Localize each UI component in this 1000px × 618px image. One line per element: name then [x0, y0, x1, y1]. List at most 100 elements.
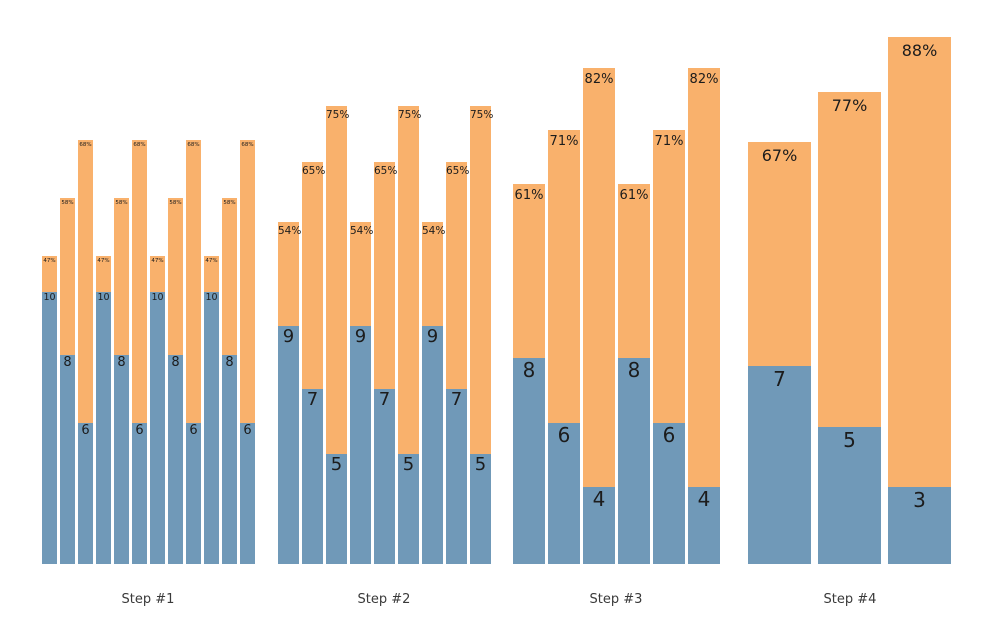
bar-blue-segment: 5 [326, 454, 347, 564]
bar-pct-label: 47% [151, 258, 164, 264]
bar-pct-label: 67% [761, 146, 798, 165]
bar-value-label: 5 [474, 454, 487, 475]
bar-orange-segment: 65% [374, 162, 398, 389]
bar-value-label: 4 [697, 487, 711, 511]
bar-pct-label: 54% [422, 225, 446, 237]
bar-value-label: 10 [205, 292, 218, 303]
bar-blue-segment: 10 [150, 292, 165, 564]
bar-blue-segment: 8 [618, 358, 650, 564]
bar-pct-label: 68% [133, 142, 146, 148]
bar-orange-segment: 58% [114, 198, 129, 355]
bar-value-label: 7 [773, 367, 786, 391]
bar-blue-segment: 6 [132, 423, 147, 564]
bar-pct-label: 58% [169, 200, 182, 206]
bar-pct-label: 75% [398, 109, 422, 121]
bar-value-label: 9 [426, 326, 439, 347]
bar-blue-segment: 7 [748, 366, 811, 564]
bar-pct-label: 58% [61, 200, 74, 206]
bar-blue-segment: 6 [240, 423, 255, 564]
bar-orange-segment: 54% [422, 222, 446, 326]
bar-pct-label: 68% [187, 142, 200, 148]
bar-value-label: 6 [189, 423, 198, 438]
bar-value-label: 8 [627, 358, 641, 382]
bar-orange-segment: 71% [653, 130, 685, 423]
bar-value-label: 10 [151, 292, 164, 303]
bar-orange-segment: 68% [132, 140, 147, 423]
bar-orange-segment: 82% [688, 68, 720, 487]
bar-pct-label: 61% [514, 188, 544, 203]
bar-orange-segment: 58% [168, 198, 183, 355]
bar-value-label: 5 [330, 454, 343, 475]
bar-value-label: 5 [402, 454, 415, 475]
bar-value-label: 7 [378, 389, 391, 410]
bar-blue-segment: 8 [60, 355, 75, 564]
bar-value-label: 8 [171, 355, 180, 370]
bar-blue-segment: 6 [548, 423, 580, 564]
bar-blue-segment: 8 [222, 355, 237, 564]
bar-orange-segment: 88% [888, 37, 951, 487]
bar-orange-segment: 67% [748, 142, 811, 366]
bar-pct-label: 82% [584, 72, 614, 87]
bar-blue-segment: 10 [204, 292, 219, 564]
bar-orange-segment: 47% [96, 256, 111, 292]
bar-orange-segment: 68% [186, 140, 201, 423]
bar-value-label: 7 [450, 389, 463, 410]
bar-value-label: 6 [81, 423, 90, 438]
bar-value-label: 5 [843, 428, 856, 452]
bar-pct-label: 65% [374, 165, 398, 177]
bar-value-label: 8 [225, 355, 234, 370]
bar-pct-label: 65% [302, 165, 326, 177]
x-axis-label-step-2: Step #2 [357, 592, 411, 607]
bar-pct-label: 88% [901, 41, 938, 60]
bar-value-label: 9 [354, 326, 367, 347]
bar-value-label: 7 [306, 389, 319, 410]
bar-orange-segment: 77% [818, 92, 881, 427]
bar-blue-segment: 8 [513, 358, 545, 564]
bar-blue-segment: 3 [888, 487, 951, 564]
bar-pct-label: 71% [549, 134, 579, 149]
bar-pct-label: 61% [619, 188, 649, 203]
bar-blue-segment: 5 [398, 454, 419, 564]
bar-blue-segment: 8 [114, 355, 129, 564]
bar-blue-segment: 6 [78, 423, 93, 564]
bar-blue-segment: 8 [168, 355, 183, 564]
bar-pct-label: 47% [205, 258, 218, 264]
bar-blue-segment: 7 [302, 389, 323, 564]
bar-blue-segment: 5 [818, 427, 881, 564]
bar-value-label: 6 [243, 423, 252, 438]
bar-pct-label: 75% [470, 109, 494, 121]
bar-blue-segment: 7 [446, 389, 467, 564]
bar-pct-label: 82% [689, 72, 719, 87]
bar-orange-segment: 68% [78, 140, 93, 423]
bar-pct-label: 77% [831, 96, 868, 115]
bar-blue-segment: 4 [583, 487, 615, 564]
bar-orange-segment: 58% [60, 198, 75, 355]
bar-value-label: 6 [662, 423, 676, 447]
bar-value-label: 6 [135, 423, 144, 438]
bar-blue-segment: 9 [278, 326, 299, 564]
bar-value-label: 8 [522, 358, 536, 382]
bar-orange-segment: 61% [618, 184, 650, 358]
bar-orange-segment: 75% [398, 106, 422, 454]
bar-pct-label: 58% [223, 200, 236, 206]
bar-orange-segment: 75% [470, 106, 494, 454]
bar-orange-segment: 82% [583, 68, 615, 487]
bar-blue-segment: 9 [422, 326, 443, 564]
bar-value-label: 9 [282, 326, 295, 347]
bar-blue-segment: 9 [350, 326, 371, 564]
bar-pct-label: 47% [97, 258, 110, 264]
bar-orange-segment: 54% [350, 222, 373, 326]
bar-pct-label: 54% [278, 225, 302, 237]
bar-orange-segment: 75% [326, 106, 350, 454]
bar-value-label: 10 [97, 292, 110, 303]
bar-orange-segment: 65% [446, 162, 469, 389]
bar-value-label: 3 [913, 488, 926, 512]
x-axis-label-step-1: Step #1 [121, 592, 175, 607]
bar-orange-segment: 68% [240, 140, 255, 423]
x-axis-label-step-3: Step #3 [589, 592, 643, 607]
bar-pct-label: 75% [326, 109, 350, 121]
bar-value-label: 8 [63, 355, 72, 370]
bar-blue-segment: 4 [688, 487, 720, 564]
bar-value-label: 8 [117, 355, 126, 370]
bar-blue-segment: 10 [96, 292, 111, 564]
